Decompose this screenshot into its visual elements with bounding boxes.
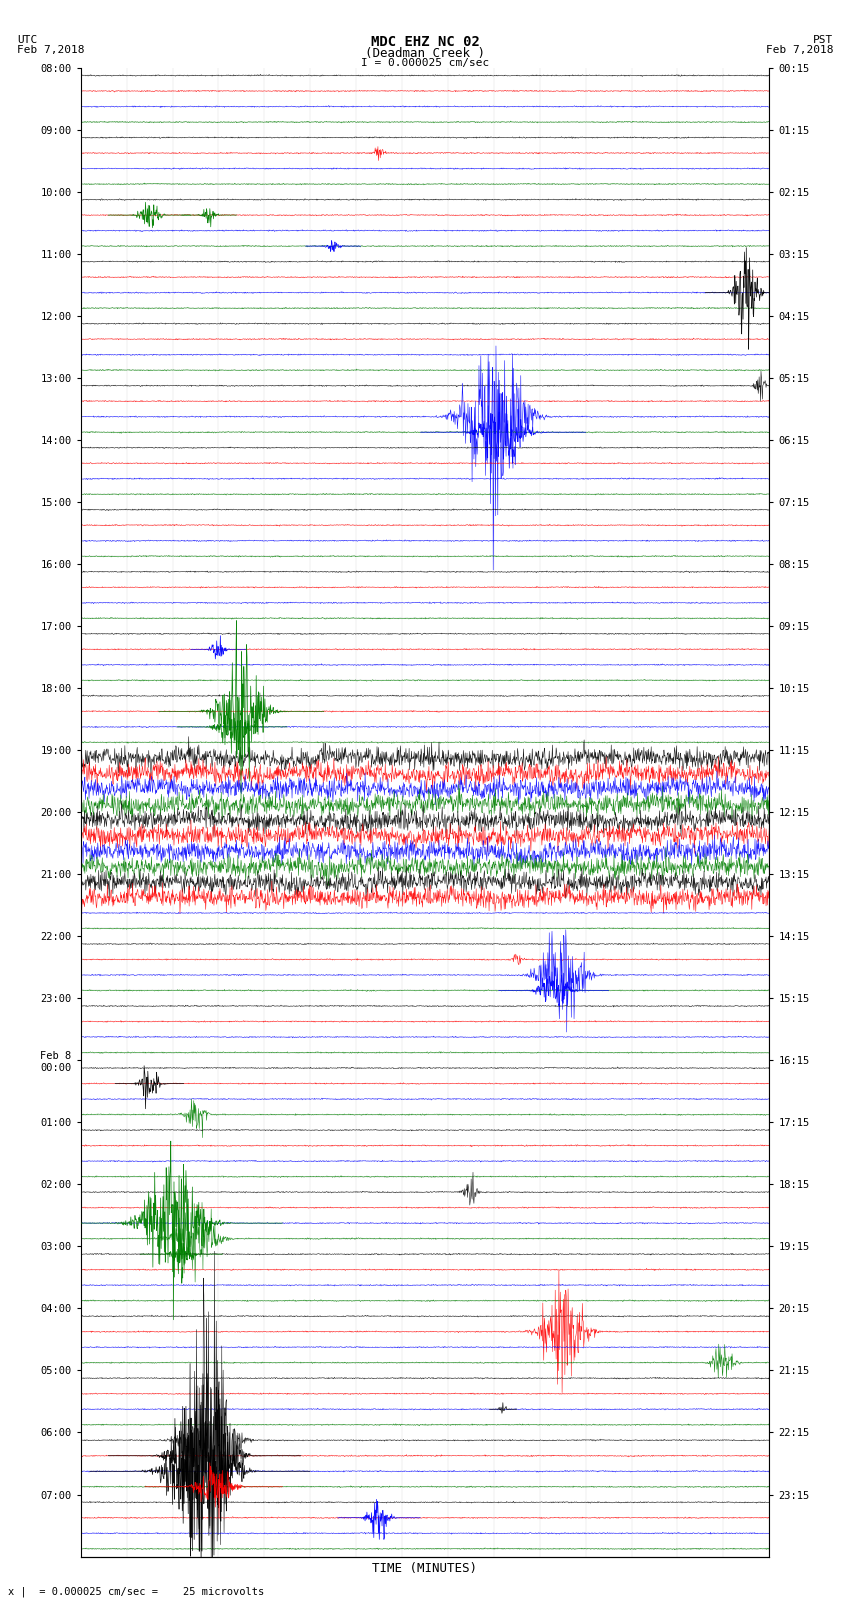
Text: x |  = 0.000025 cm/sec =    25 microvolts: x | = 0.000025 cm/sec = 25 microvolts xyxy=(8,1586,264,1597)
Text: PST: PST xyxy=(813,35,833,45)
Text: (Deadman Creek ): (Deadman Creek ) xyxy=(365,47,485,60)
Text: MDC EHZ NC 02: MDC EHZ NC 02 xyxy=(371,35,479,50)
Text: UTC: UTC xyxy=(17,35,37,45)
Text: Feb 7,2018: Feb 7,2018 xyxy=(17,45,84,55)
Text: Feb 7,2018: Feb 7,2018 xyxy=(766,45,833,55)
X-axis label: TIME (MINUTES): TIME (MINUTES) xyxy=(372,1561,478,1576)
Text: I = 0.000025 cm/sec: I = 0.000025 cm/sec xyxy=(361,58,489,68)
